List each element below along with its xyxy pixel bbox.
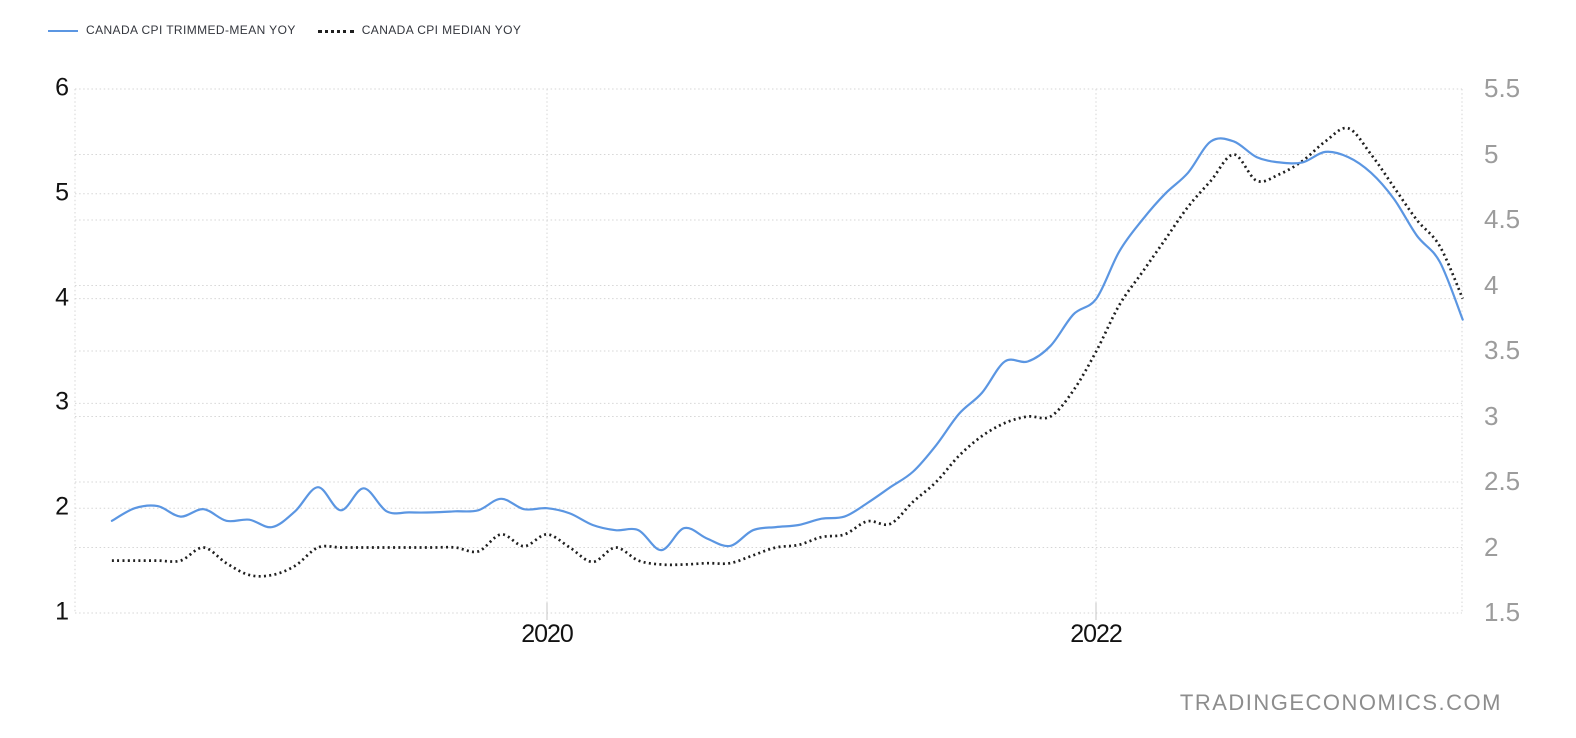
legend-label-trimmed-mean: CANADA CPI TRIMMED-MEAN YOY [86, 23, 296, 37]
x-axis-tick-2020: 2020 [521, 620, 574, 648]
right-axis-tick-1.5: 1.5 [1484, 596, 1521, 627]
right-axis-tick-4: 4 [1484, 269, 1499, 300]
right-axis-tick-3.5: 3.5 [1484, 334, 1521, 365]
median-dotted-swatch [317, 29, 354, 33]
right-axis-tick-4.5: 4.5 [1484, 203, 1521, 234]
left-axis-tick-5: 5 [55, 178, 69, 207]
watermark: TRADINGECONOMICS.COM [1179, 690, 1502, 715]
x-axis-tick-2022: 2022 [1070, 620, 1123, 648]
right-axis-tick-3: 3 [1484, 400, 1499, 431]
median-series-line [111, 126, 1464, 578]
right-axis-tick-2: 2 [1484, 531, 1499, 562]
left-axis-tick-1: 1 [55, 597, 69, 626]
right-axis-tick-5.5: 5.5 [1484, 72, 1521, 103]
left-axis-tick-4: 4 [55, 282, 69, 311]
legend-label-median: CANADA CPI MEDIAN YOY [361, 23, 522, 37]
trimmed-mean-line-swatch [48, 30, 78, 32]
left-axis-tick-3: 3 [55, 387, 69, 416]
legend-item-trimmed-mean[interactable]: CANADA CPI TRIMMED-MEAN YOY [48, 23, 296, 38]
legend-item-median[interactable]: CANADA CPI MEDIAN YOY [317, 23, 522, 38]
left-axis-tick-2: 2 [55, 492, 69, 521]
trimmed-mean-series-line [110, 137, 1464, 552]
right-axis-tick-5: 5 [1484, 138, 1499, 169]
left-axis-tick-6: 6 [55, 73, 69, 102]
right-axis-tick-2.5: 2.5 [1484, 465, 1521, 496]
legend: CANADA CPI TRIMMED-MEAN YOY CANADA CPI M… [48, 23, 522, 38]
